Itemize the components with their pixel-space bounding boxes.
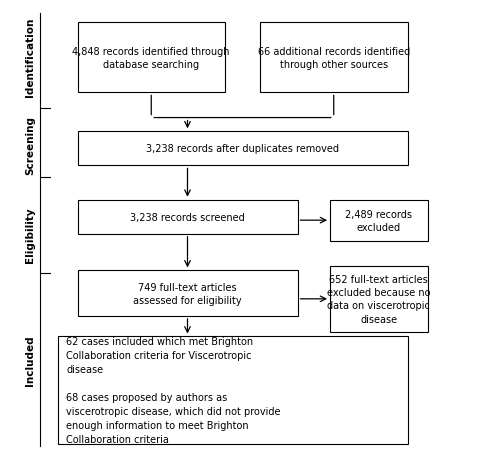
Text: 3,238 records screened: 3,238 records screened bbox=[130, 212, 245, 222]
Text: 2,489 records
excluded: 2,489 records excluded bbox=[346, 209, 412, 232]
Text: Screening: Screening bbox=[25, 116, 35, 175]
Text: 749 full-text articles
assessed for eligibility: 749 full-text articles assessed for elig… bbox=[133, 282, 242, 305]
Text: 4,848 records identified through
database searching: 4,848 records identified through databas… bbox=[72, 46, 230, 70]
Text: Included: Included bbox=[25, 334, 35, 385]
FancyBboxPatch shape bbox=[58, 337, 408, 444]
Text: 652 full-text articles
excluded because no
data on viscerotropic
disease: 652 full-text articles excluded because … bbox=[327, 274, 430, 324]
Text: 66 additional records identified
through other sources: 66 additional records identified through… bbox=[258, 46, 410, 70]
FancyBboxPatch shape bbox=[330, 200, 428, 241]
Text: Eligibility: Eligibility bbox=[25, 207, 35, 262]
FancyBboxPatch shape bbox=[260, 23, 408, 93]
FancyBboxPatch shape bbox=[330, 266, 428, 332]
FancyBboxPatch shape bbox=[78, 132, 407, 166]
Text: Identification: Identification bbox=[25, 17, 35, 96]
FancyBboxPatch shape bbox=[78, 271, 298, 316]
Text: 62 cases included which met Brighton
Collaboration criteria for Viscerotropic
di: 62 cases included which met Brighton Col… bbox=[66, 336, 281, 444]
Text: 3,238 records after duplicates removed: 3,238 records after duplicates removed bbox=[146, 144, 339, 154]
FancyBboxPatch shape bbox=[78, 200, 298, 234]
FancyBboxPatch shape bbox=[78, 23, 225, 93]
